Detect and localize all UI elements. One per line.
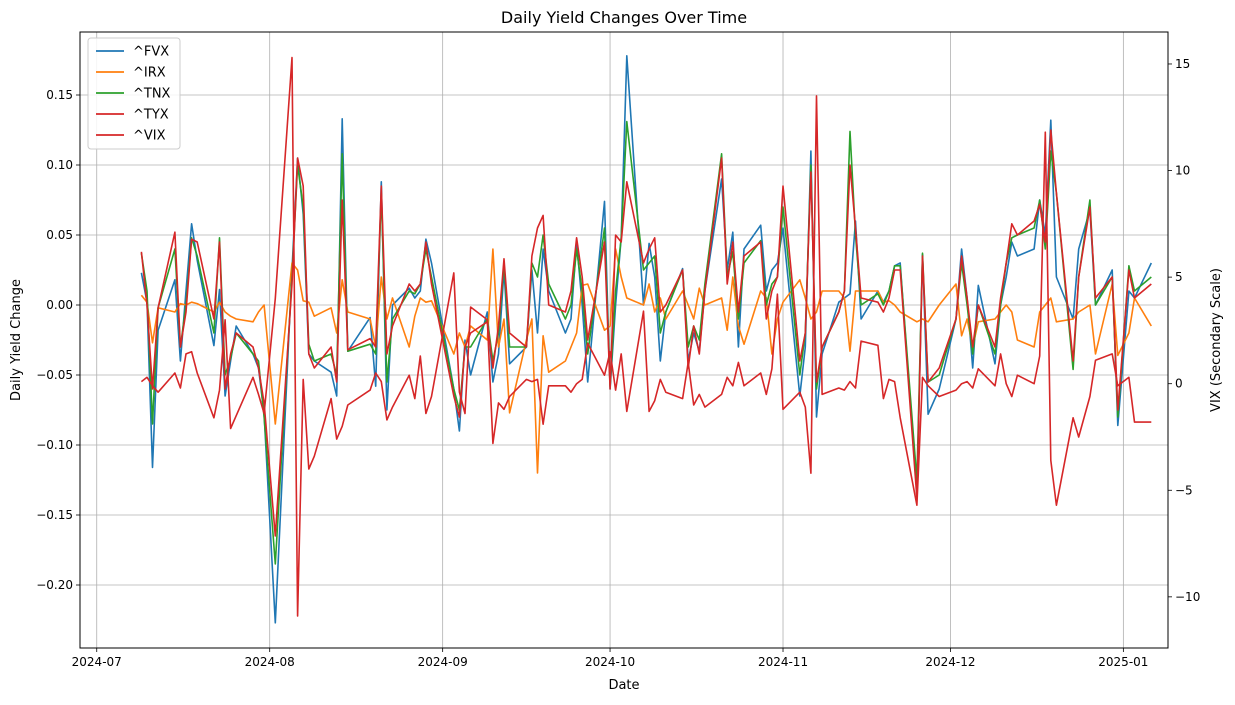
legend: ^FVX ^IRX ^TNX ^TYX ^VIX — [87, 37, 181, 150]
x-tick-label: 2024-11 — [758, 655, 808, 669]
y2-tick-label: 0 — [1175, 377, 1183, 391]
series-line-tyx — [140, 129, 1152, 537]
y-tick-label: 0.15 — [46, 88, 73, 102]
y-axis-label: Daily Yield Change — [9, 279, 24, 401]
chart-title: Daily Yield Changes Over Time — [501, 8, 747, 27]
y2-tick-label: 5 — [1175, 270, 1183, 284]
legend-box — [87, 37, 181, 150]
y2-tick-label: −5 — [1175, 483, 1193, 497]
y2-tick-label: 10 — [1175, 164, 1190, 178]
legend-label: ^IRX — [133, 66, 166, 81]
y-axis-left: −0.20 −0.15 −0.10 −0.05 0.00 0.05 0.10 0.15 — [36, 88, 80, 592]
y-tick-label: −0.15 — [36, 508, 73, 522]
x-axis: 2024-07 2024-08 2024-09 2024-10 2024-11 2024-… — [72, 648, 1148, 669]
x-tick-label: 2025-01 — [1098, 655, 1148, 669]
legend-label: ^TYX — [133, 108, 169, 123]
y2-tick-label: −10 — [1175, 590, 1200, 604]
x-tick-label: 2024-08 — [245, 655, 295, 669]
plot-frame — [79, 31, 1169, 649]
plot-series — [140, 54, 1153, 624]
x-tick-label: 2024-12 — [925, 655, 975, 669]
y-tick-label: 0.00 — [46, 298, 73, 312]
x-tick-label: 2024-10 — [585, 655, 635, 669]
y-tick-label: 0.05 — [46, 228, 73, 242]
series-line-vix — [140, 56, 1152, 617]
y-tick-label: −0.05 — [36, 368, 73, 382]
y-tick-label: −0.10 — [36, 438, 73, 452]
legend-label: ^FVX — [133, 45, 169, 60]
x-tick-label: 2024-07 — [72, 655, 122, 669]
legend-label: ^TNX — [133, 87, 171, 102]
y2-axis-label: VIX (Secondary Scale) — [1209, 268, 1224, 412]
x-axis-label: Date — [608, 678, 639, 693]
y-tick-label: −0.20 — [36, 578, 73, 592]
y-tick-label: 0.10 — [46, 158, 73, 172]
y2-tick-label: 15 — [1175, 57, 1190, 71]
x-tick-label: 2024-09 — [418, 655, 468, 669]
y-axis-right: −10 −5 0 5 10 15 — [1168, 57, 1200, 604]
legend-label: ^VIX — [133, 129, 166, 144]
